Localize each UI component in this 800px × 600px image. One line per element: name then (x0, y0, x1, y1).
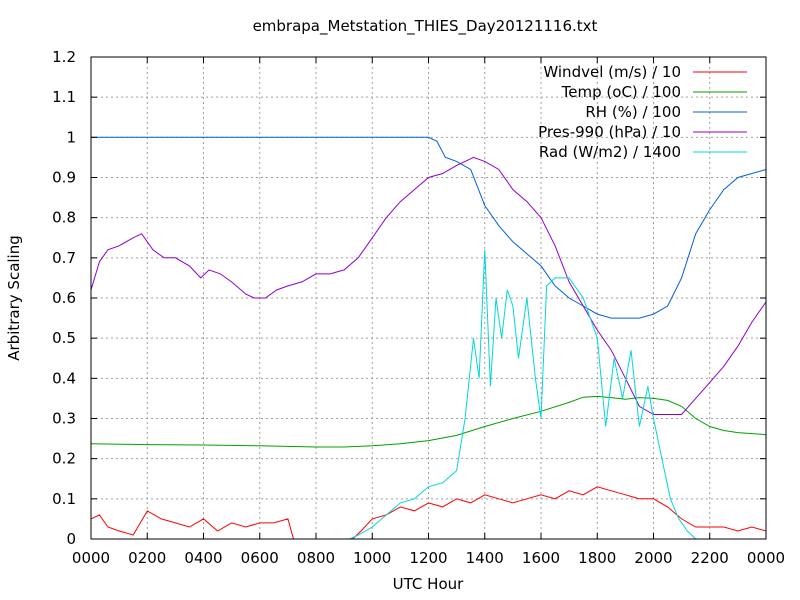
y-tick-label: 0.3 (52, 410, 76, 428)
legend-label: Pres-990 (hPa) / 10 (538, 123, 681, 141)
legend-label: Windvel (m/s) / 10 (543, 63, 681, 81)
y-tick-label: 1.2 (52, 48, 76, 66)
y-tick-label: 1.1 (52, 88, 76, 106)
y-tick-label: 0.4 (52, 369, 76, 387)
series-line-2 (90, 395, 767, 448)
x-axis-label: UTC Hour (393, 575, 464, 593)
x-tick-label: 2200 (691, 549, 729, 567)
x-tick-label: 0000 (747, 549, 785, 567)
series-line-4 (90, 156, 767, 415)
x-tick-label: 1400 (466, 549, 504, 567)
y-tick-label: 0.7 (52, 249, 76, 267)
series-line-5 (349, 249, 697, 540)
x-tick-label: 0400 (184, 549, 222, 567)
y-tick-label: 1 (66, 128, 76, 146)
x-tick-label: 0600 (241, 549, 279, 567)
y-tick-label: 0 (66, 530, 76, 548)
y-axis-label: Arbitrary Scaling (5, 235, 23, 361)
legend-label: RH (%) / 100 (585, 103, 681, 121)
x-tick-label: 1600 (522, 549, 560, 567)
chart-title: embrapa_Metstation_THIES_Day20121116.txt (253, 17, 598, 36)
y-tick-label: 0.1 (52, 490, 76, 508)
series-layer (90, 136, 767, 540)
legend-label: Rad (W/m2) / 1400 (539, 143, 681, 161)
x-tick-label: 0800 (297, 549, 335, 567)
x-tick-label: 0000 (72, 549, 110, 567)
y-tick-label: 0.2 (52, 450, 76, 468)
legend-label: Temp (oC) / 100 (561, 83, 681, 101)
y-tick-label: 0.5 (52, 329, 76, 347)
x-tick-label: 2000 (634, 549, 672, 567)
y-tick-label: 0.9 (52, 169, 76, 187)
legend: Windvel (m/s) / 10 Temp (oC) / 100 RH (%) … (538, 63, 747, 161)
x-tick-label: 1200 (409, 549, 447, 567)
x-tick-label: 0200 (128, 549, 166, 567)
x-tick-label: 1000 (353, 549, 391, 567)
x-tick-label: 1800 (578, 549, 616, 567)
y-tick-label: 0.6 (52, 289, 76, 307)
series-line-1 (90, 486, 767, 540)
y-tick-label: 0.8 (52, 209, 76, 227)
ticks: 0 0.1 0.2 0.3 0.4 0.5 0.6 0.7 0.8 0.9 1 1.1 1.2 0000 0… (52, 48, 785, 567)
